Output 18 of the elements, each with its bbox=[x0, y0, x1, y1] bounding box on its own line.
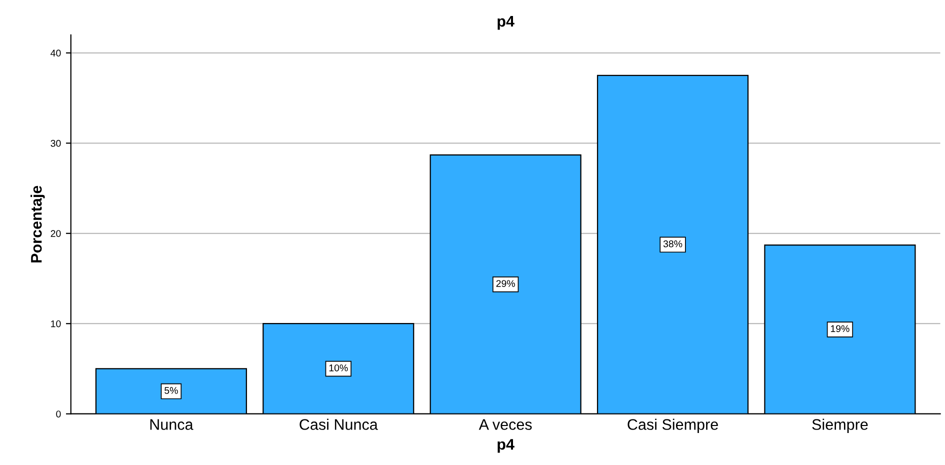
data-label: 19% bbox=[830, 325, 850, 332]
data-label: 10% bbox=[329, 364, 348, 372]
x-axis-title: p4 bbox=[498, 439, 514, 453]
x-tick-label: Nunca bbox=[150, 419, 194, 430]
x-tick-label: Siempre bbox=[812, 418, 868, 433]
y-tick-label: 30 bbox=[50, 140, 61, 147]
data-label: 38% bbox=[663, 240, 682, 248]
y-axis-title: Porcentaje bbox=[30, 186, 45, 262]
y-tick-label: 40 bbox=[50, 50, 61, 57]
data-label: 5% bbox=[164, 387, 178, 394]
y-tick-label: 10 bbox=[51, 320, 61, 328]
x-tick-label: A veces bbox=[478, 419, 532, 430]
y-tick-label: 20 bbox=[50, 230, 61, 238]
data-label: 29% bbox=[496, 280, 515, 287]
chart-title: p4 bbox=[498, 16, 514, 30]
y-tick-label: 0 bbox=[56, 410, 61, 418]
x-tick-label: Casi Nunca bbox=[300, 418, 378, 430]
x-tick-label: Casi Siempre bbox=[628, 418, 718, 433]
